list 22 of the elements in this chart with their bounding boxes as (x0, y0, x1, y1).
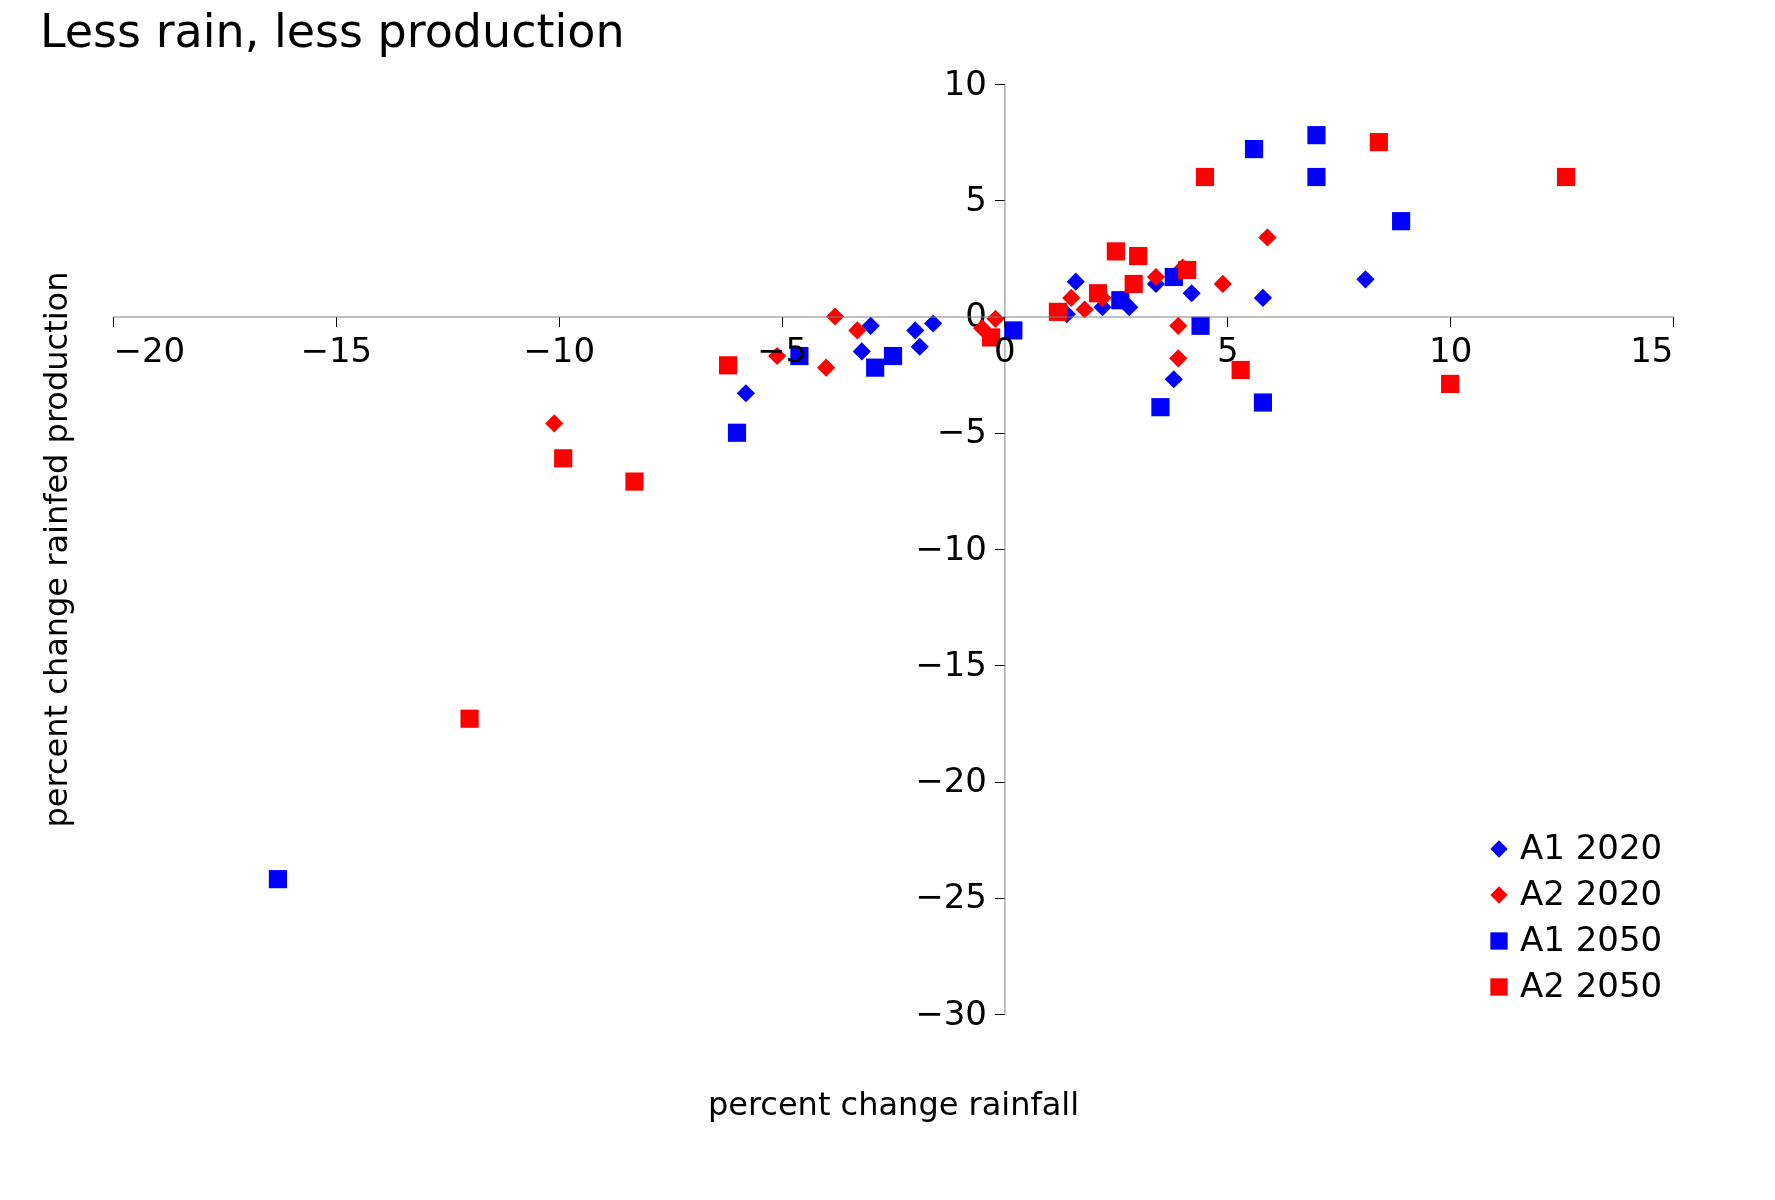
legend-label: A1 2050 (1520, 919, 1663, 959)
y-tick-label: −15 (915, 643, 987, 684)
y-tick-label: −20 (915, 760, 987, 800)
y-tick-label: 5 (965, 178, 987, 219)
y-tick-label: −5 (936, 411, 987, 452)
legend-label: A2 2020 (1520, 873, 1663, 913)
x-axis-title: percent change rainfall (707, 1084, 1080, 1123)
y-axis-title: percent change rainfed production (36, 271, 75, 828)
x-tick-label: −20 (113, 330, 186, 370)
y-tick-label: 10 (943, 62, 987, 103)
x-tick-label: −10 (523, 330, 596, 370)
legend-label: A2 2050 (1520, 965, 1663, 1005)
x-tick-label: 0 (994, 330, 1016, 370)
x-tick-label: 5 (1216, 330, 1239, 370)
y-tick-label: −25 (915, 876, 987, 917)
x-tick-label: −15 (300, 330, 373, 370)
x-tick-label: 15 (1630, 330, 1674, 370)
x-tick-label: 10 (1429, 330, 1473, 370)
y-tick-label: −10 (915, 527, 987, 568)
y-tick-label: −30 (915, 992, 987, 1033)
legend-label: A1 2020 (1520, 827, 1663, 867)
chart-title: Less rain, less production (40, 4, 625, 58)
